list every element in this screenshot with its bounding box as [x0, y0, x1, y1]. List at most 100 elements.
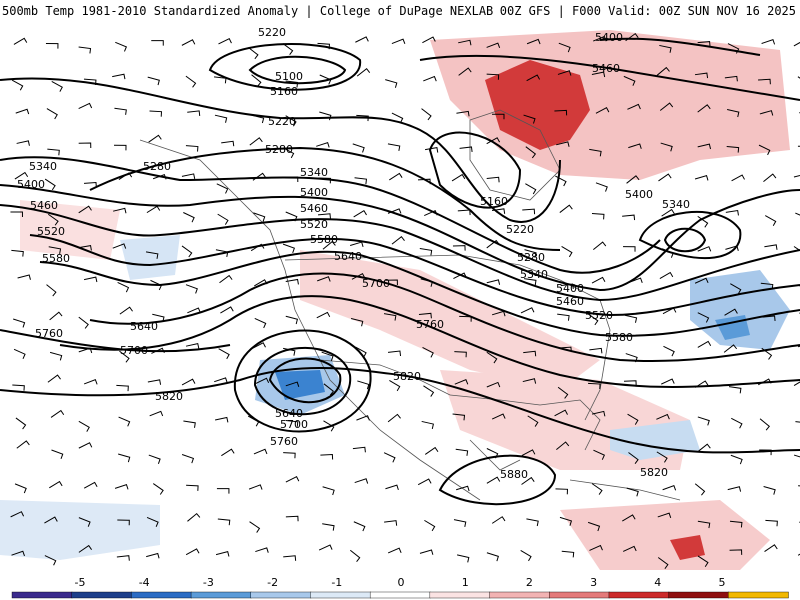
wind-barb — [623, 380, 637, 386]
wind-barb — [520, 550, 532, 562]
wind-barb — [282, 147, 295, 159]
cold-anomaly-area-atlantic — [690, 270, 790, 350]
wind-barb — [622, 514, 636, 522]
wind-barb — [560, 283, 574, 290]
wind-barb — [454, 351, 467, 358]
wind-barb — [761, 38, 776, 45]
wind-barb — [627, 413, 639, 425]
wind-barb — [46, 284, 57, 297]
wind-barb — [248, 484, 263, 490]
contour-5520 — [29, 234, 800, 317]
contour-label: 5220 — [258, 26, 286, 39]
wind-barb — [423, 75, 437, 82]
wind-barb — [486, 279, 501, 285]
wind-barb — [285, 381, 300, 387]
wind-barb — [181, 453, 195, 464]
wind-barb — [486, 381, 501, 388]
wind-barb — [11, 550, 25, 557]
east-coast — [584, 299, 611, 421]
colorbar-segment — [250, 591, 312, 599]
contour-label: 5640 — [130, 320, 158, 333]
model-run-label: 00Z GFS | F000 Valid: 00Z SUN NOV 16 202… — [499, 4, 796, 18]
wind-barb — [623, 246, 636, 252]
wind-barb — [763, 173, 777, 183]
wind-barb — [727, 43, 740, 54]
wind-barb — [452, 245, 466, 251]
wind-barb — [625, 32, 639, 42]
wind-barb — [283, 452, 296, 459]
wind-barb — [554, 109, 568, 116]
wind-barb — [486, 73, 500, 80]
cold-anomaly-area-pacific-nw — [120, 235, 180, 280]
wind-barb — [391, 112, 404, 124]
contour-5280 — [89, 146, 561, 251]
wind-barb — [318, 544, 333, 551]
wind-barb — [622, 545, 637, 552]
colorbar-segment — [11, 591, 73, 599]
wind-barb — [83, 276, 98, 283]
warm-anomaly-area-central — [300, 250, 600, 390]
wind-barb — [250, 243, 265, 252]
wind-barb — [559, 204, 573, 213]
wind-barb — [116, 555, 130, 561]
wind-barb — [321, 351, 334, 361]
warm-anomaly-spot-caribbean — [670, 535, 705, 560]
wind-barb — [456, 554, 470, 563]
wind-barb — [626, 487, 639, 497]
wind-barb — [44, 555, 57, 566]
wind-barb — [424, 210, 438, 217]
wind-barb — [215, 551, 230, 557]
contour-5700 — [59, 295, 800, 388]
wind-barb — [629, 277, 643, 283]
wind-barb — [759, 449, 772, 456]
wind-barb — [486, 176, 500, 183]
wind-barb — [659, 44, 672, 53]
colorbar: -5 -4 -3 -2 -1 0 1 2 3 4 5 — [0, 574, 800, 600]
wind-barb — [350, 318, 364, 327]
contour-5460-arctic — [419, 54, 800, 101]
wind-barb — [587, 313, 599, 326]
wind-barb — [486, 552, 499, 562]
contour-label: 5820 — [155, 390, 183, 403]
wind-barb — [218, 37, 232, 45]
wind-barb — [354, 177, 368, 185]
wind-barb — [214, 114, 228, 123]
wind-barb — [113, 207, 127, 214]
wind-barb — [764, 244, 778, 250]
contour-label: 5220 — [506, 223, 534, 236]
wind-barb — [352, 143, 365, 153]
wind-barb — [221, 448, 235, 457]
wind-barb — [387, 208, 402, 214]
wind-barb — [662, 484, 677, 491]
wind-barb — [319, 111, 332, 121]
wind-barb — [793, 41, 800, 47]
wind-barb — [15, 108, 30, 115]
wind-barb — [587, 521, 601, 532]
contour-label: 5760 — [270, 435, 298, 448]
wind-barb — [491, 516, 506, 524]
wind-barb — [697, 246, 712, 252]
colorbar-segment — [549, 591, 610, 599]
contour-label: 5760 — [35, 327, 63, 340]
colorbar-tick-label: 4 — [654, 576, 662, 589]
wind-barb — [628, 143, 642, 149]
wind-barb — [152, 173, 167, 180]
wind-barb — [181, 173, 196, 179]
contour-label: 5340 — [300, 166, 328, 179]
wind-barb — [697, 555, 709, 567]
wind-barb — [417, 478, 432, 486]
wind-barb — [51, 449, 64, 460]
wind-barb — [187, 307, 201, 314]
contour-label: 5340 — [29, 160, 57, 173]
wind-barb — [255, 377, 270, 384]
wind-barb — [186, 484, 199, 491]
wind-barb — [589, 544, 603, 551]
contour-5400-arctic — [599, 37, 761, 56]
wind-barb — [146, 516, 159, 527]
wind-barb — [16, 140, 30, 146]
wind-barb — [457, 209, 471, 216]
wind-barb — [283, 555, 297, 561]
wind-barb — [458, 67, 472, 76]
wind-barb — [152, 313, 165, 322]
colorbar-tick-label: 5 — [718, 576, 726, 589]
